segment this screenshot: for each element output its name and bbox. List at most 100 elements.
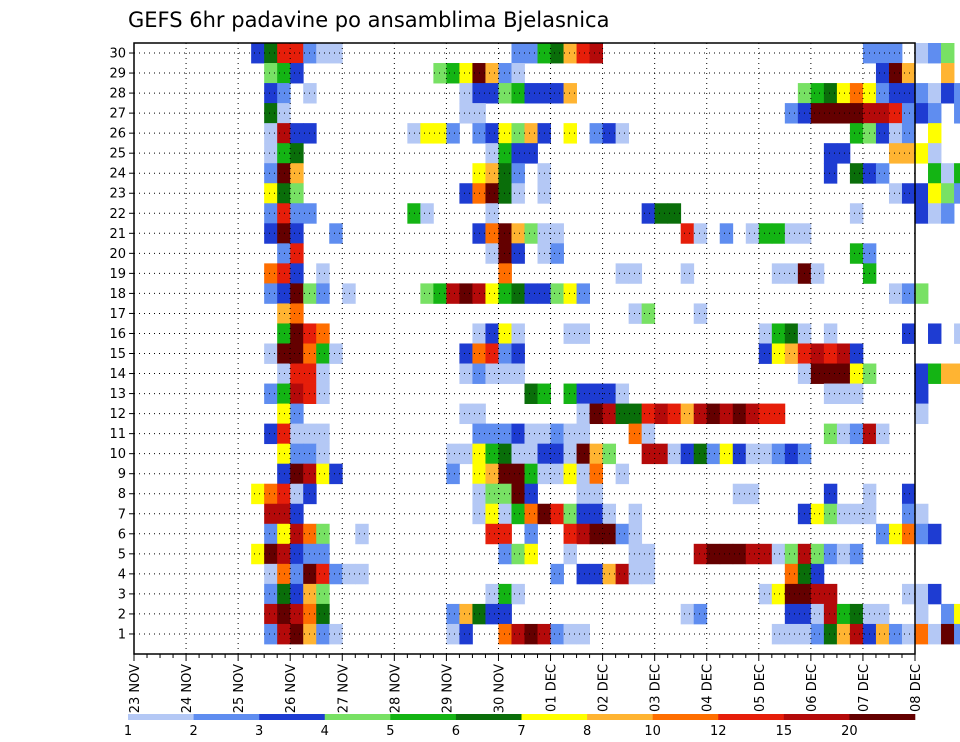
y-tick-label: 5 [118, 547, 126, 562]
cell-m21-t15 [329, 223, 343, 244]
y-tick-label: 12 [109, 407, 126, 422]
cell-m6-t58 [888, 523, 903, 545]
cell-m2-t24 [446, 603, 460, 625]
cell-m21-t32 [550, 223, 564, 244]
cell-m4-t12 [290, 563, 304, 585]
y-tick-label: 20 [109, 247, 126, 262]
cell-m12-t44 [706, 403, 721, 425]
cell-m12-t35 [589, 403, 603, 425]
cell-m24-t63 [954, 163, 960, 184]
cell-m13-t35 [589, 383, 603, 404]
cell-m18-t12 [290, 283, 304, 304]
cell-m21-t28 [498, 223, 512, 244]
cell-m17-t43 [693, 303, 708, 324]
colorbar-swatch [128, 714, 194, 720]
cell-m5-t49 [771, 543, 786, 565]
cell-m10-t28 [498, 443, 512, 465]
cell-m25-t29 [511, 143, 525, 164]
cell-m25-t10 [264, 143, 278, 164]
cell-m30-t11 [277, 43, 291, 64]
cell-m19-t11 [277, 263, 291, 284]
cell-m11-t38 [628, 423, 643, 445]
cell-m26-t23 [433, 123, 447, 144]
cell-m11-t55 [849, 423, 864, 445]
cell-m9-t32 [550, 463, 564, 485]
cell-m1-t62 [941, 623, 955, 645]
cell-m4-t35 [589, 563, 603, 585]
cell-m11-t14 [316, 423, 330, 445]
cell-m24-t57 [875, 163, 890, 184]
cell-m4-t34 [576, 563, 590, 585]
cell-m21-t48 [758, 223, 773, 244]
cell-m14-t55 [849, 363, 864, 384]
cell-m7-t35 [589, 503, 603, 525]
cell-m4-t10 [264, 563, 278, 585]
cell-m5-t33 [563, 543, 577, 565]
cell-m22-t61 [928, 203, 942, 224]
cell-m1-t14 [316, 623, 330, 645]
cell-m29-t10 [264, 63, 278, 84]
cell-m2-t53 [823, 603, 838, 625]
cell-m17-t38 [628, 303, 643, 324]
cell-m5-t55 [849, 543, 864, 565]
cell-m15-t27 [485, 343, 499, 364]
cell-m23-t61 [928, 183, 942, 204]
cell-m14-t28 [498, 363, 512, 384]
cell-m7-t54 [836, 503, 851, 525]
cell-m21-t45 [719, 223, 734, 244]
cell-m18-t14 [316, 283, 330, 304]
cell-m30-t29 [511, 43, 525, 64]
cell-m14-t60 [915, 363, 929, 384]
cell-m13-t34 [576, 383, 590, 404]
cell-m25-t60 [915, 143, 929, 164]
cell-m2-t52 [810, 603, 825, 625]
cell-m1-t11 [277, 623, 291, 645]
cell-m28-t32 [550, 83, 564, 104]
cell-m28-t52 [810, 83, 825, 104]
colorbar-swatch [324, 714, 391, 720]
cell-m18-t10 [264, 283, 278, 304]
cell-m4-t17 [355, 563, 369, 585]
cell-m28-t59 [901, 83, 916, 104]
cell-m16-t50 [784, 323, 799, 344]
cell-m6-t27 [485, 523, 499, 545]
cell-m26-t10 [264, 123, 278, 144]
cell-m23-t59 [901, 183, 916, 204]
cell-m20-t11 [277, 243, 291, 264]
cell-m22-t40 [654, 203, 669, 224]
cell-m1-t29 [511, 623, 525, 645]
cell-m20-t27 [485, 243, 499, 264]
cell-m10-t43 [693, 443, 708, 465]
cell-m1-t32 [550, 623, 564, 645]
cell-m30-t34 [576, 43, 590, 64]
cell-m11-t33 [563, 423, 577, 445]
cell-m2-t27 [485, 603, 499, 625]
cell-m2-t55 [849, 603, 864, 625]
cell-m7-t30 [524, 503, 538, 525]
cell-m9-t30 [524, 463, 538, 485]
cell-m1-t30 [524, 623, 538, 645]
cell-m12-t37 [615, 403, 630, 425]
cell-m5-t39 [641, 543, 656, 565]
cell-m11-t11 [277, 423, 291, 445]
cell-m10-t35 [589, 443, 603, 465]
cell-m3-t12 [290, 583, 304, 605]
colorbar-swatch [521, 714, 588, 720]
cell-m30-t60 [915, 43, 929, 64]
cell-m10-t49 [771, 443, 786, 465]
cell-m26-t30 [524, 123, 538, 144]
cell-m29-t11 [277, 63, 291, 84]
cell-m7-t59 [901, 503, 916, 525]
cell-m19-t38 [628, 263, 643, 284]
cell-m18-t33 [563, 283, 577, 304]
cell-m18-t27 [485, 283, 499, 304]
x-tick-label: 29 NOV [440, 664, 455, 713]
cell-m12-t60 [915, 403, 929, 425]
cell-m2-t42 [680, 603, 695, 625]
cell-m10-t14 [316, 443, 330, 465]
cell-m26-t33 [563, 123, 577, 144]
cell-m28-t63 [954, 83, 960, 104]
cell-m1-t54 [836, 623, 851, 645]
cell-m7-t27 [485, 503, 499, 525]
cell-m15-t25 [459, 343, 473, 364]
